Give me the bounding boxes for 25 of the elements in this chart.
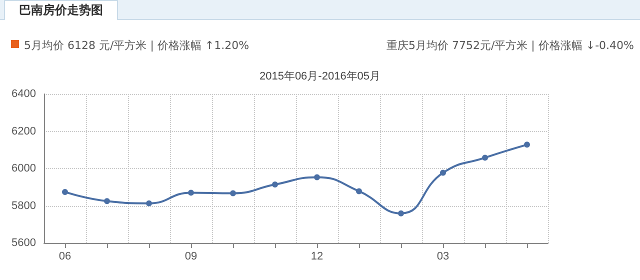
point (524, 142, 530, 148)
point (272, 182, 278, 188)
y-tick-label: 6200 (12, 125, 36, 138)
point (188, 190, 194, 196)
x-tick-label: 09 (184, 250, 198, 262)
chart-title: 巴南房价走势图 (4, 0, 118, 20)
chart-subtitle: 2015年06月-2016年05月 (259, 70, 381, 82)
y-tick-label: 6000 (12, 162, 36, 174)
x-tick-label: 06 (58, 250, 72, 262)
point (398, 210, 404, 216)
point (482, 154, 488, 161)
y-tick-label: 6400 (12, 88, 36, 100)
text: 5月均价 6128 元/平方米 | 价格涨幅 ↑1.20% (24, 38, 250, 53)
y-tick-label: 5600 (12, 237, 36, 249)
y-tick-label: 5800 (12, 200, 36, 212)
point (62, 188, 68, 195)
point (440, 170, 446, 176)
point (146, 200, 152, 206)
text: 重庆5月均价 7752元/平方米 | 价格涨幅 ↓-0.40% (386, 38, 634, 53)
point (356, 188, 362, 194)
point (104, 198, 110, 204)
x-tick-label: 03 (436, 250, 450, 262)
x-tick-label: 12 (310, 250, 324, 262)
point (230, 190, 236, 196)
point (314, 174, 320, 180)
